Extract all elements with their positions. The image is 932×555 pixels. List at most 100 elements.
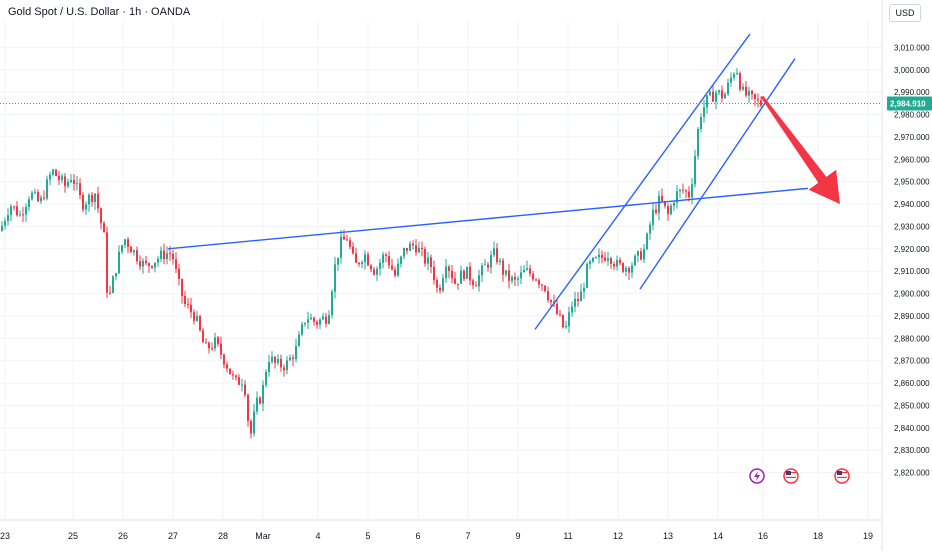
price-tick-label: 2,880.000 (894, 334, 930, 343)
candle-body (91, 194, 93, 203)
candle-body (628, 268, 630, 273)
candle-body (322, 316, 324, 320)
candle-body (526, 268, 528, 270)
currency-button[interactable]: USD (889, 4, 921, 22)
candle-body (289, 357, 291, 361)
candle-body (28, 199, 30, 207)
candle-body (154, 262, 156, 268)
candle-body (481, 265, 483, 276)
flag-stripe (837, 476, 847, 478)
event-markers[interactable] (749, 468, 850, 484)
time-axis[interactable]: 23 25 26 27 28 Mar 4 5 6 7 9 11 12 13 14 16 18 19 (0, 531, 873, 541)
time-tick-label: 23 (0, 531, 10, 541)
candle-body (562, 314, 564, 328)
candle-body (580, 291, 582, 302)
time-tick-label: 16 (758, 531, 768, 541)
candle-body (721, 90, 723, 99)
candle-body (355, 253, 357, 263)
candle-body (367, 254, 369, 266)
candle-body (250, 420, 252, 434)
candle-body (445, 266, 447, 279)
projection-arrow-shape (760, 95, 840, 205)
candle-body (568, 312, 570, 326)
us-flag-event-icon[interactable] (783, 468, 799, 484)
time-tick-label: 4 (315, 531, 320, 541)
candle-body (208, 342, 210, 349)
candle-body (268, 361, 270, 372)
candle-body (13, 206, 15, 208)
candle-body (67, 182, 69, 187)
candle-body (79, 183, 81, 195)
candle-body (565, 325, 567, 328)
candle-body (52, 169, 54, 175)
candle-body (349, 240, 351, 247)
candle-body (646, 233, 648, 249)
candle-body (643, 248, 645, 260)
candle-body (310, 317, 312, 320)
current-price-label: 2,984.910 (890, 100, 926, 109)
candle-body (457, 283, 459, 285)
time-tick-label: 9 (515, 531, 520, 541)
candle-body (304, 322, 306, 325)
candle-body (424, 249, 426, 264)
time-tick-label: 26 (118, 531, 128, 541)
candle-body (583, 287, 585, 292)
flag-canton (786, 471, 791, 475)
price-tick-label: 3,010.000 (894, 43, 930, 52)
candle-body (415, 245, 417, 253)
candle-body (94, 193, 96, 203)
lightning-event-icon[interactable] (749, 468, 765, 484)
price-axis[interactable]: 2,820.000 2,830.000 2,840.000 2,850.000 2,86… (887, 43, 932, 478)
candle-body (625, 268, 627, 272)
candle-body (694, 156, 696, 185)
price-tick-label: 2,820.000 (894, 469, 930, 478)
candle-body (631, 265, 633, 273)
candle-body (283, 367, 285, 371)
candle-body (85, 204, 87, 210)
candle-body (196, 316, 198, 321)
candle-body (469, 266, 471, 281)
us-flag-event-icon[interactable] (834, 468, 850, 484)
candle-body (178, 268, 180, 279)
trend-lines[interactable] (167, 33, 809, 330)
candle-body (505, 270, 507, 275)
candle-body (232, 374, 234, 376)
candle-body (331, 291, 333, 316)
candle-body (418, 247, 420, 253)
candle-body (10, 206, 12, 216)
candle-body (409, 243, 411, 251)
price-tick-label: 2,900.000 (894, 290, 930, 299)
candle-body (253, 411, 255, 434)
candle-body (700, 117, 702, 129)
current-price-badge (887, 96, 932, 111)
lightning-bolt (754, 471, 760, 481)
candle-body (400, 256, 402, 264)
candle-body (115, 273, 117, 277)
candle-body (172, 253, 174, 260)
candle-body (496, 248, 498, 263)
candle-body (292, 357, 294, 360)
candle-body (760, 100, 762, 106)
candle-body (229, 368, 231, 375)
candle-body (718, 90, 720, 93)
candle-body (361, 262, 363, 265)
candle-body (499, 260, 501, 263)
price-tick-label: 2,830.000 (894, 446, 930, 455)
candle-body (754, 94, 756, 100)
candle-body (463, 270, 465, 279)
price-tick-label: 2,870.000 (894, 357, 930, 366)
candle-body (427, 257, 429, 264)
price-tick-label: 2,960.000 (894, 155, 930, 164)
projection-arrow[interactable] (760, 95, 840, 205)
price-tick-label: 2,840.000 (894, 424, 930, 433)
time-tick-label: 13 (663, 531, 673, 541)
candle-body (109, 292, 111, 294)
time-tick-label: 5 (365, 531, 370, 541)
candle-body (532, 273, 534, 280)
candle-body (397, 263, 399, 276)
candle-body (529, 268, 531, 274)
candle-body (271, 356, 273, 362)
candle-body (82, 194, 84, 210)
